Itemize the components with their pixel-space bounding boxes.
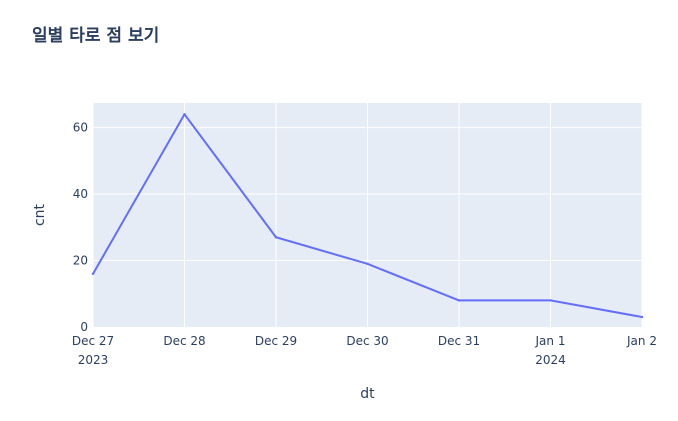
x-tick-label: Dec 29 bbox=[255, 334, 297, 348]
x-tick-label: Dec 27 bbox=[72, 334, 114, 348]
data-point bbox=[274, 236, 278, 239]
y-tick-label: 40 bbox=[73, 187, 88, 201]
data-point bbox=[183, 113, 186, 116]
series-layer bbox=[91, 113, 644, 319]
grid-lines bbox=[92, 103, 643, 327]
x-tick-year-label: 2024 bbox=[535, 353, 566, 367]
data-point bbox=[91, 272, 95, 276]
x-tick-label: Dec 31 bbox=[438, 334, 480, 348]
x-tick-label: Jan 2 bbox=[626, 334, 657, 348]
x-axis-ticks: Dec 27 2023 Dec 28 Dec 29 Dec 30 Dec 31 Jan 1 2… bbox=[72, 334, 657, 367]
x-tick-year-label: 2023 bbox=[78, 353, 109, 367]
x-tick-label: Dec 30 bbox=[346, 334, 388, 348]
y-tick-label: 0 bbox=[80, 320, 88, 334]
chart-title: 일별 타로 점 보기 bbox=[32, 26, 159, 46]
x-tick-label: Jan 1 bbox=[535, 334, 566, 348]
data-point bbox=[640, 315, 644, 319]
data-point bbox=[549, 299, 552, 302]
data-point bbox=[457, 299, 461, 302]
x-tick-label: Dec 28 bbox=[163, 334, 205, 348]
y-axis-title: cnt bbox=[32, 203, 48, 226]
x-axis-title: dt bbox=[360, 386, 375, 402]
y-axis-ticks: 0 20 40 60 bbox=[73, 121, 88, 334]
y-tick-label: 20 bbox=[73, 254, 88, 268]
y-tick-label: 60 bbox=[73, 121, 88, 135]
data-point bbox=[366, 262, 369, 266]
